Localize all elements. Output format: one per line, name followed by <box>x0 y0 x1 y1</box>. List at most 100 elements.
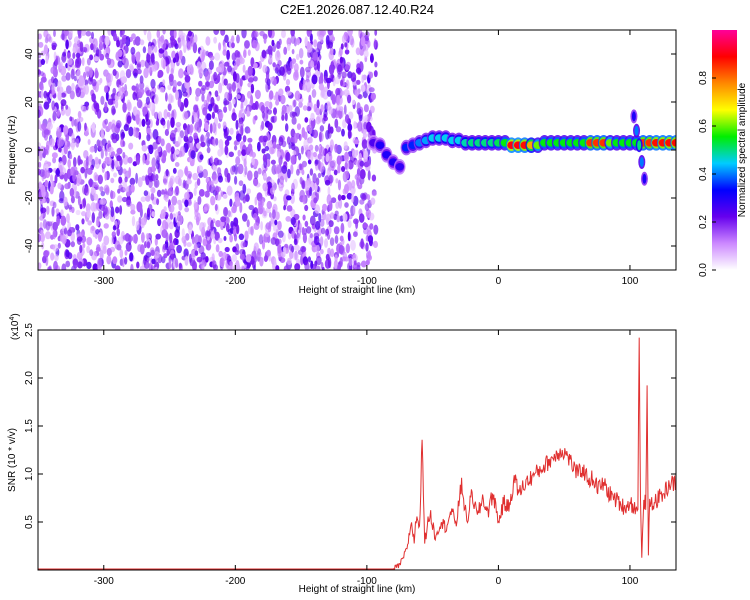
heatmap-noise-cell <box>356 177 360 187</box>
heatmap-noise-cell <box>132 234 138 244</box>
heatmap-noise-cell <box>227 228 233 236</box>
heatmap-noise-cell <box>136 261 140 269</box>
heatmap-noise-cell <box>315 244 320 253</box>
heatmap-noise-cell <box>272 224 279 232</box>
heatmap-noise-cell <box>260 105 266 114</box>
heatmap-noise-cell <box>122 102 127 113</box>
heatmap-noise-cell <box>357 94 363 100</box>
heatmap-noise-cell <box>316 41 322 52</box>
heatmap-noise-cell <box>286 205 293 212</box>
heatmap-noise-cell <box>200 252 206 261</box>
heatmap-noise-cell <box>154 45 158 53</box>
heatmap-noise-cell <box>334 118 339 129</box>
heatmap-noise-cell <box>263 172 267 179</box>
heatmap-noise-cell <box>369 105 375 114</box>
heatmap-noise-cell <box>334 254 338 263</box>
heatmap-noise-cell <box>75 224 80 231</box>
heatmap-noise-cell <box>277 230 284 238</box>
heatmap-noise-cell <box>70 241 76 248</box>
heatmap-noise-cell <box>157 218 162 227</box>
x-tick-label: 100 <box>622 276 639 287</box>
heatmap-noise-cell <box>195 95 199 102</box>
heatmap-noise-cell <box>204 122 209 131</box>
heatmap-noise-cell <box>231 81 236 92</box>
heatmap-noise-cell <box>181 55 186 66</box>
heatmap-noise-cell <box>99 35 103 47</box>
x-tick-label: 0 <box>496 276 502 287</box>
heatmap-noise-cell <box>351 179 356 189</box>
heatmap-signal-cell <box>637 140 642 151</box>
heatmap-noise-cell <box>170 117 175 128</box>
heatmap-noise-cell <box>110 177 115 184</box>
heatmap-noise-cell <box>309 215 316 226</box>
heatmap-noise-cell <box>236 34 240 44</box>
heatmap-noise-cell <box>120 30 125 36</box>
heatmap-noise-cell <box>196 142 202 149</box>
heatmap-noise-cell <box>85 104 89 111</box>
heatmap-noise-cell <box>295 53 300 61</box>
spectrogram-x-axis-label: Height of straight line (km) <box>299 285 416 296</box>
heatmap-noise-cell <box>92 263 99 270</box>
heatmap-noise-cell <box>42 255 47 264</box>
heatmap-noise-cell <box>324 229 328 237</box>
heatmap-noise-cell <box>334 210 339 216</box>
heatmap-noise-cell <box>84 185 89 194</box>
heatmap-noise-cell <box>357 121 363 132</box>
heatmap-noise-cell <box>183 111 190 119</box>
heatmap-noise-cell <box>341 166 346 172</box>
heatmap-noise-cell <box>350 72 357 83</box>
heatmap-noise-cell <box>223 206 229 217</box>
heatmap-noise-cell <box>46 197 50 204</box>
heatmap-noise-cell <box>114 240 121 250</box>
heatmap-noise-cell <box>285 123 289 132</box>
heatmap-noise-cell <box>337 179 342 191</box>
heatmap-noise-cell <box>174 175 181 185</box>
heatmap-noise-cell <box>230 165 236 175</box>
heatmap-noise-cell <box>135 51 141 63</box>
heatmap-noise-cell <box>63 144 68 155</box>
heatmap-noise-cell <box>226 135 232 141</box>
heatmap-noise-cell <box>58 198 65 204</box>
heatmap-noise-cell <box>131 215 136 227</box>
heatmap-noise-cell <box>167 84 172 91</box>
heatmap-noise-cell <box>272 209 276 220</box>
heatmap-noise-cell <box>93 38 98 49</box>
heatmap-noise-cell <box>217 237 223 244</box>
heatmap-noise-cell <box>339 257 343 268</box>
heatmap-noise-cell <box>57 147 62 153</box>
heatmap-noise-cell <box>243 49 247 59</box>
heatmap-noise-cell <box>91 122 96 133</box>
heatmap-noise-cell <box>353 139 360 145</box>
heatmap-noise-cell <box>220 146 224 155</box>
heatmap-noise-cell <box>152 141 158 150</box>
heatmap-signal-cell <box>631 111 636 122</box>
y-tick-label: 0 <box>24 147 35 153</box>
heatmap-noise-cell <box>238 110 242 119</box>
heatmap-noise-cell <box>77 121 82 132</box>
heatmap-noise-cell <box>146 241 151 249</box>
heatmap-noise-cell <box>318 83 325 91</box>
y-tick-label: 40 <box>24 48 35 60</box>
heatmap-noise-cell <box>111 159 115 170</box>
heatmap-noise-cell <box>298 152 302 161</box>
heatmap-noise-cell <box>242 183 247 194</box>
heatmap-noise-cell <box>213 264 218 270</box>
heatmap-noise-cell <box>66 140 71 150</box>
heatmap-noise-cell <box>250 256 255 265</box>
heatmap-noise-cell <box>154 266 158 270</box>
heatmap-noise-cell <box>52 157 57 164</box>
heatmap-noise-cell <box>91 93 96 103</box>
heatmap-noise-cell <box>347 231 351 242</box>
heatmap-noise-cell <box>234 175 238 185</box>
heatmap-noise-cell <box>234 145 238 151</box>
heatmap-noise-cell <box>142 46 147 54</box>
heatmap-noise-cell <box>90 202 97 212</box>
heatmap-noise-cell <box>304 204 309 212</box>
heatmap-noise-cell <box>162 79 166 87</box>
heatmap-noise-cell <box>135 220 140 231</box>
heatmap-noise-cell <box>352 99 356 106</box>
heatmap-noise-cell <box>341 128 345 137</box>
heatmap-noise-cell <box>336 263 341 270</box>
heatmap-noise-cell <box>137 177 143 188</box>
heatmap-noise-cell <box>168 259 172 269</box>
